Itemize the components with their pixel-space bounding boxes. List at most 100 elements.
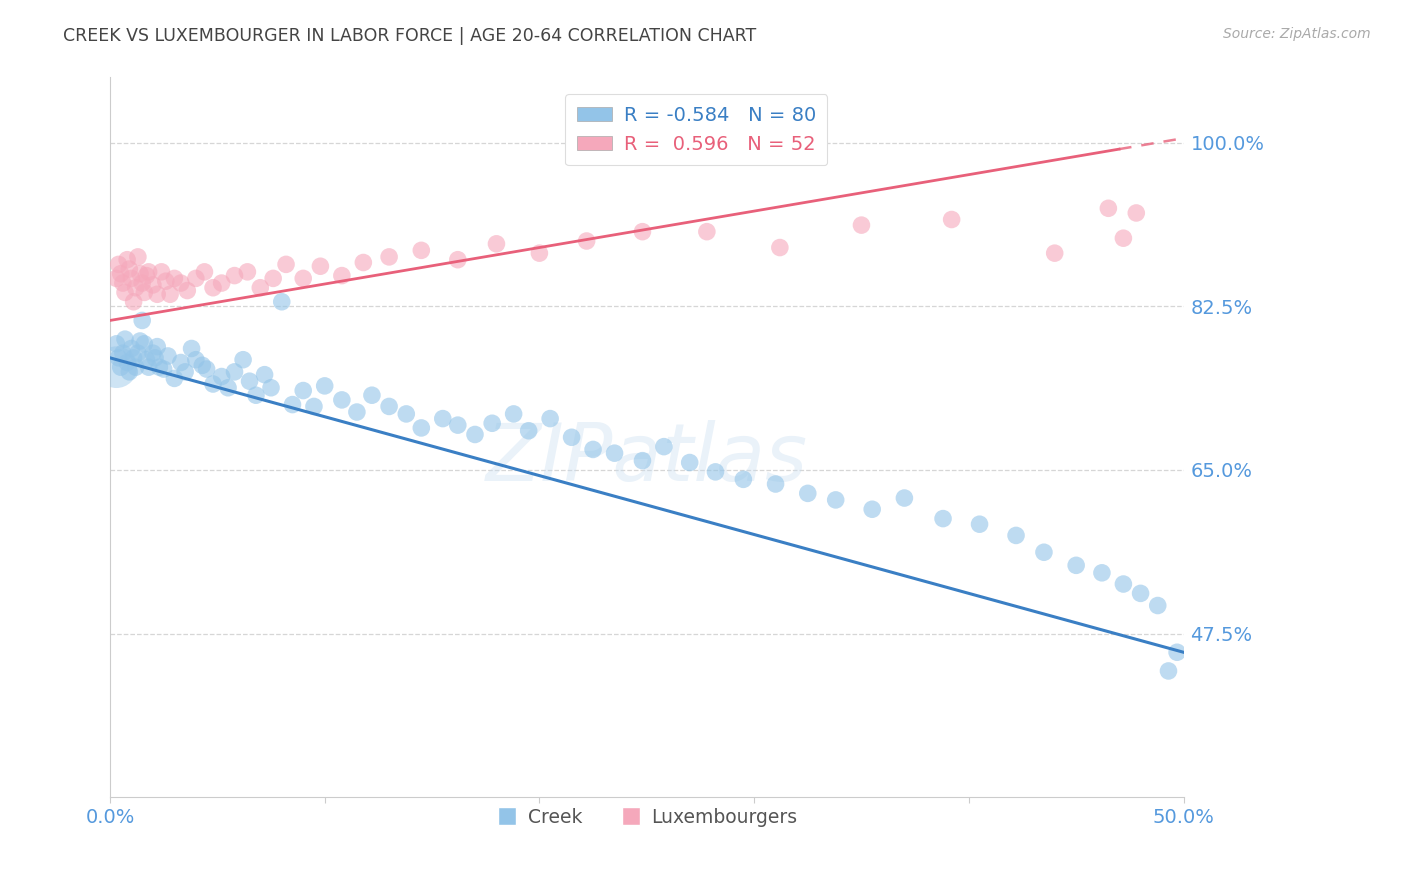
Point bbox=[150, 265, 173, 279]
Point bbox=[769, 241, 792, 255]
Point bbox=[797, 486, 820, 500]
Text: Source: ZipAtlas.com: Source: ZipAtlas.com bbox=[1223, 27, 1371, 41]
Point bbox=[245, 388, 267, 402]
Point bbox=[163, 271, 186, 285]
Point bbox=[107, 351, 129, 365]
Point bbox=[765, 477, 787, 491]
Point bbox=[1146, 599, 1168, 613]
Point bbox=[224, 268, 246, 283]
Point bbox=[1005, 528, 1028, 542]
Point bbox=[696, 225, 718, 239]
Point bbox=[281, 398, 304, 412]
Legend: Creek, Luxembourgers: Creek, Luxembourgers bbox=[488, 800, 806, 835]
Point bbox=[249, 281, 271, 295]
Point bbox=[464, 427, 486, 442]
Point bbox=[202, 281, 225, 295]
Point bbox=[111, 276, 134, 290]
Point bbox=[941, 212, 963, 227]
Point bbox=[411, 421, 433, 435]
Point bbox=[127, 346, 149, 360]
Point bbox=[679, 456, 702, 470]
Point bbox=[110, 360, 132, 375]
Point bbox=[1043, 246, 1066, 260]
Point bbox=[115, 355, 138, 369]
Point bbox=[238, 374, 260, 388]
Point bbox=[115, 252, 138, 267]
Point bbox=[159, 287, 181, 301]
Point bbox=[309, 259, 332, 273]
Point bbox=[575, 234, 598, 248]
Point bbox=[217, 381, 239, 395]
Point bbox=[114, 285, 136, 300]
Point bbox=[1112, 577, 1135, 591]
Point bbox=[1112, 231, 1135, 245]
Point bbox=[134, 336, 156, 351]
Point bbox=[156, 349, 179, 363]
Point bbox=[114, 332, 136, 346]
Point bbox=[292, 271, 315, 285]
Point bbox=[131, 276, 153, 290]
Point bbox=[142, 346, 165, 360]
Point bbox=[125, 360, 148, 375]
Point bbox=[893, 491, 915, 505]
Point bbox=[1091, 566, 1114, 580]
Point bbox=[146, 340, 169, 354]
Point bbox=[176, 284, 198, 298]
Point bbox=[105, 360, 128, 375]
Point bbox=[134, 285, 156, 300]
Point bbox=[170, 355, 193, 369]
Point bbox=[485, 236, 508, 251]
Point bbox=[447, 252, 470, 267]
Point bbox=[131, 313, 153, 327]
Point bbox=[270, 294, 292, 309]
Point bbox=[631, 225, 654, 239]
Point bbox=[174, 365, 197, 379]
Point bbox=[170, 276, 193, 290]
Point bbox=[1157, 664, 1180, 678]
Point bbox=[180, 342, 202, 356]
Point bbox=[395, 407, 418, 421]
Point bbox=[118, 365, 141, 379]
Point bbox=[120, 271, 142, 285]
Point bbox=[411, 244, 433, 258]
Point bbox=[236, 265, 259, 279]
Point bbox=[211, 276, 233, 290]
Point bbox=[529, 246, 551, 260]
Point bbox=[111, 346, 134, 360]
Point bbox=[561, 430, 583, 444]
Point bbox=[824, 492, 846, 507]
Point bbox=[110, 267, 132, 281]
Point bbox=[652, 440, 675, 454]
Point bbox=[193, 265, 215, 279]
Point bbox=[274, 257, 297, 271]
Point bbox=[330, 268, 353, 283]
Point bbox=[361, 388, 384, 402]
Point bbox=[232, 352, 254, 367]
Point bbox=[155, 274, 177, 288]
Point bbox=[143, 351, 166, 365]
Point bbox=[631, 453, 654, 467]
Text: ZIPatlas: ZIPatlas bbox=[485, 420, 808, 498]
Point bbox=[129, 267, 152, 281]
Point bbox=[302, 400, 325, 414]
Point bbox=[138, 360, 160, 375]
Point bbox=[202, 377, 225, 392]
Point bbox=[152, 362, 174, 376]
Point bbox=[107, 257, 129, 271]
Point bbox=[346, 405, 368, 419]
Point bbox=[432, 411, 454, 425]
Point bbox=[184, 352, 207, 367]
Point bbox=[1125, 206, 1147, 220]
Point bbox=[1129, 586, 1152, 600]
Point bbox=[191, 359, 214, 373]
Point bbox=[502, 407, 524, 421]
Point bbox=[105, 336, 128, 351]
Point bbox=[1064, 558, 1087, 573]
Point bbox=[120, 342, 142, 356]
Point bbox=[146, 287, 169, 301]
Point bbox=[129, 334, 152, 348]
Point bbox=[1097, 202, 1119, 216]
Point bbox=[142, 277, 165, 292]
Point bbox=[122, 351, 145, 365]
Point bbox=[253, 368, 276, 382]
